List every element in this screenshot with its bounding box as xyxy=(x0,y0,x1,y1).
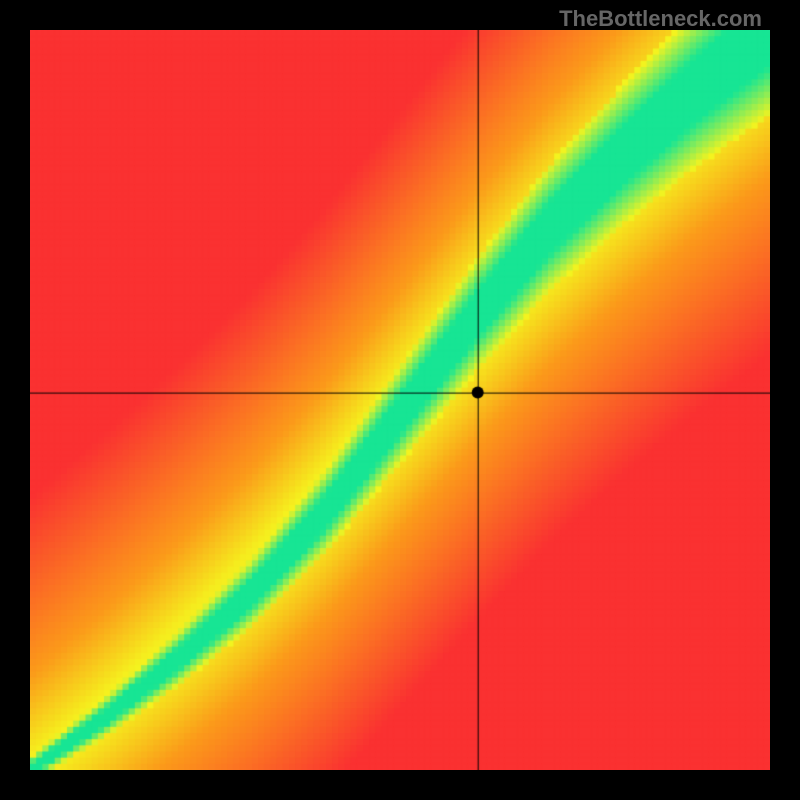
attribution-text: TheBottleneck.com xyxy=(559,6,762,32)
bottleneck-heatmap xyxy=(30,30,770,770)
chart-container: TheBottleneck.com xyxy=(0,0,800,800)
